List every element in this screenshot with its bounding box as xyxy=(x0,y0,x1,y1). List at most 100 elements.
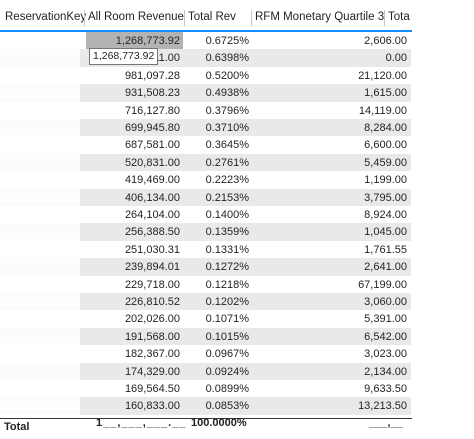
cell-rfm-monetary[interactable]: 1,045.00 xyxy=(364,226,407,239)
table-row[interactable]: 226,810.52 0.1202% 3,060.00 xyxy=(0,293,411,311)
table-row[interactable]: 931,508.23 0.4938% 1,615.00 xyxy=(0,84,411,102)
table-row[interactable]: 981,097.28 0.5200% 21,120.00 xyxy=(0,67,411,84)
cell-all-room-revenue[interactable]: 160,833.00 xyxy=(124,400,180,413)
column-divider[interactable] xyxy=(84,10,85,26)
cell-rfm-monetary[interactable]: 3,060.00 xyxy=(364,296,407,308)
column-header-reservationkey[interactable]: ReservationKey xyxy=(5,11,87,23)
table-row[interactable]: 264,104.00 0.1400% 8,924.00 xyxy=(0,206,411,223)
cell-rfm-monetary[interactable]: 13,213.50 xyxy=(358,400,407,413)
cell-all-room-revenue[interactable]: 981,097.28 xyxy=(124,69,180,82)
cell-total-rev[interactable]: 0.1015% xyxy=(205,330,249,343)
cell-total-rev[interactable]: 0.6398% xyxy=(205,52,249,65)
column-divider[interactable] xyxy=(184,10,185,26)
column-divider[interactable] xyxy=(251,10,252,26)
table-row[interactable]: 202,026.00 0.1071% 5,391.00 xyxy=(0,310,411,327)
cell-all-room-revenue[interactable]: 264,104.00 xyxy=(124,209,180,221)
cell-total-rev[interactable]: 0.0967% xyxy=(205,348,249,361)
cell-rfm-monetary[interactable]: 2,606.00 xyxy=(364,35,407,47)
cell-total-rev[interactable]: 0.2761% xyxy=(205,156,249,169)
column-header-total[interactable]: Tota xyxy=(388,11,410,23)
table-row[interactable]: 229,718.00 0.1218% 67,199.00 xyxy=(0,276,411,293)
cell-rfm-monetary[interactable]: 3,023.00 xyxy=(364,348,407,361)
table-row[interactable]: 169,564.50 0.0899% 9,633.50 xyxy=(0,380,411,397)
cell-rfm-monetary[interactable]: 1,199.00 xyxy=(364,174,407,187)
cell-all-room-revenue[interactable]: 226,810.52 xyxy=(124,296,180,308)
table-row[interactable]: 699,945.80 0.3710% 8,284.00 xyxy=(0,119,411,137)
cell-total-rev[interactable]: 0.3710% xyxy=(205,122,249,134)
cell-all-room-revenue[interactable]: 687,581.00 xyxy=(124,139,180,152)
redaction-blur xyxy=(0,36,80,416)
cell-all-room-revenue[interactable]: 716,127.80 xyxy=(124,104,180,117)
header-underline xyxy=(0,30,412,32)
cell-total-rev[interactable]: 0.1272% xyxy=(205,261,249,274)
cell-total-rev[interactable]: 0.5200% xyxy=(205,69,249,82)
cell-rfm-monetary[interactable]: 8,284.00 xyxy=(364,122,407,134)
cell-total-rev[interactable]: 0.1400% xyxy=(205,209,249,221)
table-row[interactable]: 182,367.00 0.0967% 3,023.00 xyxy=(0,345,411,362)
column-divider[interactable] xyxy=(384,10,385,26)
cell-rfm-monetary[interactable]: 1,761.55 xyxy=(364,243,407,256)
cell-rfm-monetary[interactable]: 5,459.00 xyxy=(364,156,407,169)
cell-all-room-revenue[interactable]: 256,388.50 xyxy=(124,226,180,239)
cell-all-room-revenue[interactable]: 169,564.50 xyxy=(124,383,180,395)
cell-rfm-monetary[interactable]: 6,600.00 xyxy=(364,139,407,152)
table-row[interactable]: 174,329.00 0.0924% 2,134.00 xyxy=(0,362,411,380)
cell-all-room-revenue[interactable]: 251,030.31 xyxy=(124,243,180,256)
cell-rfm-monetary[interactable]: 5,391.00 xyxy=(364,313,407,326)
cell-rfm-monetary[interactable]: 6,542.00 xyxy=(364,330,407,343)
cell-all-room-revenue[interactable]: 699,945.80 xyxy=(124,122,180,134)
column-header-rfm-monetary-quartile-3[interactable]: RFM Monetary Quartile 3 xyxy=(255,11,385,23)
column-header-total-rev[interactable]: Total Rev xyxy=(188,11,236,23)
cell-total-rev[interactable]: 0.3645% xyxy=(205,139,249,152)
table-row[interactable]: 406,134.00 0.2153% 3,795.00 xyxy=(0,188,411,206)
cell-rfm-monetary[interactable]: 1,615.00 xyxy=(364,87,407,100)
table-row[interactable]: 160,833.00 0.0853% 13,213.50 xyxy=(0,397,411,415)
cell-all-room-revenue[interactable]: 174,329.00 xyxy=(124,365,180,378)
cell-rfm-monetary[interactable]: 14,119.00 xyxy=(358,104,407,117)
cell-total-rev[interactable]: 0.2153% xyxy=(205,191,249,204)
cell-rfm-monetary[interactable]: 2,641.00 xyxy=(364,261,407,274)
total-pct: 100.0000% xyxy=(191,417,247,429)
table-row[interactable]: 191,568.00 0.1015% 6,542.00 xyxy=(0,327,411,346)
cell-total-rev[interactable]: 0.1202% xyxy=(205,296,249,308)
table-row[interactable]: 256,388.50 0.1359% 1,045.00 xyxy=(0,223,411,241)
cell-all-room-revenue[interactable]: 239,894.01 xyxy=(124,261,180,274)
cell-all-room-revenue[interactable]: 191,568.00 xyxy=(124,330,180,343)
cell-total-rev[interactable]: 0.1218% xyxy=(205,278,249,291)
table-row[interactable]: 687,581.00 0.3645% 6,600.00 xyxy=(0,136,411,153)
cell-all-room-revenue[interactable]: 931,508.23 xyxy=(124,87,180,100)
cell-all-room-revenue[interactable]: 406,134.00 xyxy=(124,191,180,204)
table-row[interactable]: 1,268,773.92 0.6725% 2,606.00 xyxy=(0,32,411,50)
cell-total-rev[interactable]: 0.3796% xyxy=(205,104,249,117)
cell-rfm-monetary[interactable]: 21,120.00 xyxy=(358,69,407,82)
cell-total-rev[interactable]: 0.0924% xyxy=(205,365,249,378)
table-row[interactable]: 239,894.01 0.1272% 2,641.00 xyxy=(0,258,411,276)
total-label: Total xyxy=(4,421,30,433)
cell-rfm-monetary[interactable]: 2,134.00 xyxy=(364,365,407,378)
column-header-all-room-revenue[interactable]: All Room Revenue xyxy=(88,11,184,23)
table-row[interactable]: 716,127.80 0.3796% 14,119.00 xyxy=(0,102,411,119)
cell-total-rev[interactable]: 0.4938% xyxy=(205,87,249,100)
cell-total-rev[interactable]: 0.1359% xyxy=(205,226,249,239)
cell-total-rev[interactable]: 0.0853% xyxy=(205,400,249,413)
table-row[interactable]: 520,831.00 0.2761% 5,459.00 xyxy=(0,153,411,172)
cell-total-rev[interactable]: 0.2223% xyxy=(205,174,249,187)
cell-total-rev[interactable]: 0.1071% xyxy=(205,313,249,326)
cell-total-rev[interactable]: 0.1331% xyxy=(205,243,249,256)
cell-all-room-revenue[interactable]: 419,469.00 xyxy=(124,174,180,187)
cell-all-room-revenue[interactable]: 202,026.00 xyxy=(124,313,180,326)
cell-rfm-monetary[interactable]: 0.00 xyxy=(385,52,407,65)
cell-rfm-monetary[interactable]: 3,795.00 xyxy=(364,191,407,204)
cell-total-rev[interactable]: 0.6725% xyxy=(205,35,249,47)
cell-rfm-monetary[interactable]: 9,633.50 xyxy=(364,383,407,395)
cell-all-room-revenue[interactable]: 520,831.00 xyxy=(124,156,180,169)
table-row[interactable]: 251,030.31 0.1331% 1,761.55 xyxy=(0,241,411,258)
cell-all-room-revenue[interactable]: 229,718.00 xyxy=(124,278,180,291)
cell-total-rev[interactable]: 0.0899% xyxy=(205,383,249,395)
cell-rfm-monetary[interactable]: 8,924.00 xyxy=(364,209,407,221)
table-row[interactable]: 419,469.00 0.2223% 1,199.00 xyxy=(0,171,411,188)
cell-rfm-monetary[interactable]: 67,199.00 xyxy=(358,278,407,291)
cell-all-room-revenue[interactable]: 182,367.00 xyxy=(124,348,180,361)
cell-all-room-revenue[interactable]: 1,268,773.92 xyxy=(115,35,180,47)
